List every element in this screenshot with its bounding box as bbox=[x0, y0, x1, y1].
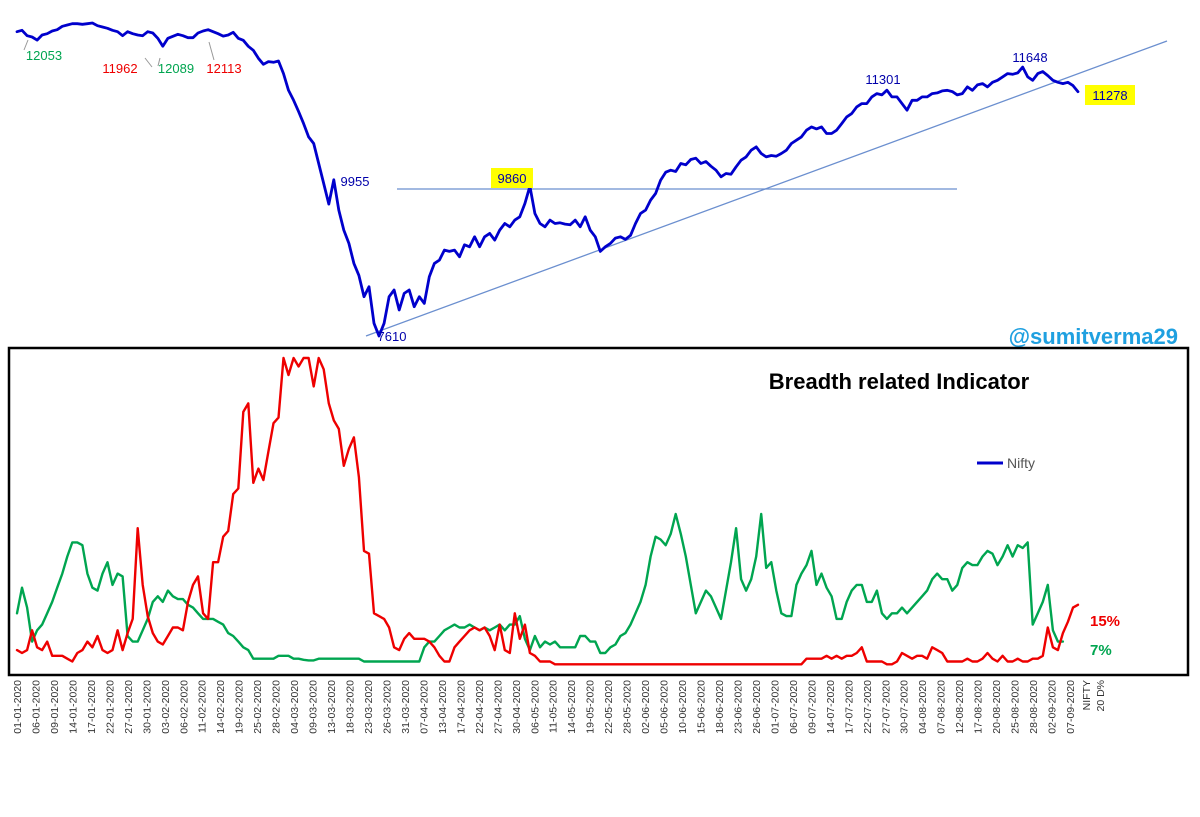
x-tick-label: 04-03-2020 bbox=[289, 680, 301, 734]
x-tick-label: 11-05-2020 bbox=[548, 680, 560, 733]
breadth-panel-title: Breadth related Indicator bbox=[769, 369, 1030, 394]
breadth-panel: Breadth related Indicator Nifty 15% 7% bbox=[15, 356, 1120, 666]
x-tick-label: 14-02-2020 bbox=[215, 680, 227, 734]
x-tick-label: 26-03-2020 bbox=[382, 680, 394, 734]
breadth-panel-frame bbox=[7, 346, 1190, 677]
annotation-label: 7610 bbox=[378, 329, 407, 344]
breadth-end-label: 15% bbox=[1090, 613, 1120, 630]
x-axis: 01-01-2020 06-01-2020 09-01-2020 14-01-2020… bbox=[12, 680, 1107, 734]
x-tick-label: 18-06-2020 bbox=[714, 680, 726, 734]
x-tick-label: 06-02-2020 bbox=[178, 680, 190, 734]
x-tick-label: 28-08-2020 bbox=[1028, 680, 1040, 734]
rising-trend-line bbox=[365, 40, 1168, 337]
annotation-leader bbox=[23, 39, 29, 51]
annotation-leader bbox=[144, 57, 153, 68]
x-tick-label: 22-01-2020 bbox=[104, 680, 116, 734]
legend: Nifty bbox=[977, 455, 1035, 471]
x-tick-label: 17-07-2020 bbox=[843, 680, 855, 734]
x-extra-label: NIFTY bbox=[1081, 680, 1093, 710]
x-tick-label: 14-05-2020 bbox=[566, 680, 578, 734]
x-tick-label: 06-05-2020 bbox=[529, 680, 541, 734]
x-tick-label: 25-02-2020 bbox=[252, 680, 264, 734]
x-tick-label: 22-05-2020 bbox=[603, 680, 615, 734]
x-tick-label: 13-03-2020 bbox=[326, 680, 338, 734]
x-tick-label: 07-08-2020 bbox=[936, 680, 948, 734]
x-tick-label: 15-06-2020 bbox=[696, 680, 708, 734]
x-tick-label: 14-07-2020 bbox=[825, 680, 837, 734]
annotation-label: 11278 bbox=[1092, 88, 1127, 103]
x-tick-label: 05-06-2020 bbox=[659, 680, 671, 734]
annotation-leader bbox=[157, 57, 161, 67]
breadth-end-label: 7% bbox=[1090, 642, 1112, 659]
legend-label-nifty: Nifty bbox=[1007, 455, 1035, 471]
x-tick-label: 28-05-2020 bbox=[622, 680, 634, 734]
breadth-series-red bbox=[15, 356, 1080, 666]
x-tick-label: 22-04-2020 bbox=[474, 680, 486, 734]
watermark-handle: @sumitverma29 bbox=[1009, 324, 1178, 349]
x-tick-label: 19-02-2020 bbox=[234, 680, 246, 734]
x-extra-label: 20 D% bbox=[1095, 680, 1107, 712]
x-tick-label: 06-07-2020 bbox=[788, 680, 800, 734]
breadth-end-labels: 15% 7% bbox=[1090, 613, 1120, 659]
x-tick-label: 01-01-2020 bbox=[12, 680, 24, 734]
x-tick-label: 25-08-2020 bbox=[1010, 680, 1022, 734]
annotation-label: 11962 bbox=[102, 61, 137, 76]
x-tick-label: 26-06-2020 bbox=[751, 680, 763, 734]
nifty-series bbox=[15, 21, 1080, 338]
x-tick-label: 27-01-2020 bbox=[123, 680, 135, 734]
x-tick-label: 28-02-2020 bbox=[271, 680, 283, 734]
x-tick-label: 14-01-2020 bbox=[67, 680, 79, 734]
x-tick-label: 17-04-2020 bbox=[455, 680, 467, 734]
x-tick-label: 02-09-2020 bbox=[1047, 680, 1059, 734]
x-tick-label: 02-06-2020 bbox=[640, 680, 652, 734]
x-tick-label: 23-03-2020 bbox=[363, 680, 375, 734]
x-tick-label: 30-04-2020 bbox=[511, 680, 523, 734]
x-tick-label: 18-03-2020 bbox=[345, 680, 357, 734]
x-tick-label: 10-06-2020 bbox=[677, 680, 689, 734]
x-tick-label: 07-04-2020 bbox=[418, 680, 430, 734]
x-tick-label: 22-07-2020 bbox=[862, 680, 874, 734]
breadth-series-green bbox=[15, 512, 1065, 663]
annotation-leader bbox=[208, 41, 215, 61]
annotation-label: 9860 bbox=[498, 171, 527, 186]
x-tick-label: 04-08-2020 bbox=[917, 680, 929, 734]
x-tick-label: 12-08-2020 bbox=[954, 680, 966, 734]
annotation-label: 12053 bbox=[26, 48, 62, 63]
x-tick-label: 30-07-2020 bbox=[899, 680, 911, 734]
x-tick-label: 03-02-2020 bbox=[160, 680, 172, 734]
x-tick-label: 31-03-2020 bbox=[400, 680, 412, 734]
x-tick-label: 17-01-2020 bbox=[86, 680, 98, 734]
x-tick-label: 30-01-2020 bbox=[141, 680, 153, 734]
breadth-red-line bbox=[15, 356, 1080, 666]
x-tick-label: 11-02-2020 bbox=[197, 680, 209, 733]
nifty-price-panel: 12053 11962 12089 12113 9955 9860 7610 11301 116… bbox=[15, 21, 1178, 349]
x-tick-label: 01-07-2020 bbox=[769, 680, 781, 734]
annotation-highlight bbox=[1085, 85, 1135, 105]
annotation-label: 12089 bbox=[158, 61, 194, 76]
x-tick-label: 06-01-2020 bbox=[31, 680, 43, 734]
x-tick-label: 09-03-2020 bbox=[308, 680, 320, 734]
annotation-label: 11301 bbox=[865, 72, 900, 87]
x-tick-label: 09-07-2020 bbox=[806, 680, 818, 734]
x-tick-label: 19-05-2020 bbox=[585, 680, 597, 734]
annotation-label: 9955 bbox=[341, 174, 370, 189]
x-tick-label: 09-01-2020 bbox=[49, 680, 61, 734]
x-tick-label: 07-09-2020 bbox=[1065, 680, 1077, 734]
annotation-label: 11648 bbox=[1012, 50, 1047, 65]
x-tick-label: 23-06-2020 bbox=[733, 680, 745, 734]
breadth-green-line bbox=[15, 512, 1065, 663]
x-tick-label: 27-07-2020 bbox=[880, 680, 892, 734]
annotation-label: 12113 bbox=[206, 61, 241, 76]
annotation-highlight bbox=[491, 168, 533, 188]
x-tick-label: 13-04-2020 bbox=[437, 680, 449, 734]
nifty-price-line bbox=[15, 21, 1080, 338]
x-tick-label: 20-08-2020 bbox=[991, 680, 1003, 734]
nifty-annotations: 12053 11962 12089 12113 9955 9860 7610 11301 116… bbox=[23, 39, 1135, 344]
x-tick-label: 17-08-2020 bbox=[973, 680, 985, 734]
x-tick-label: 27-04-2020 bbox=[492, 680, 504, 734]
